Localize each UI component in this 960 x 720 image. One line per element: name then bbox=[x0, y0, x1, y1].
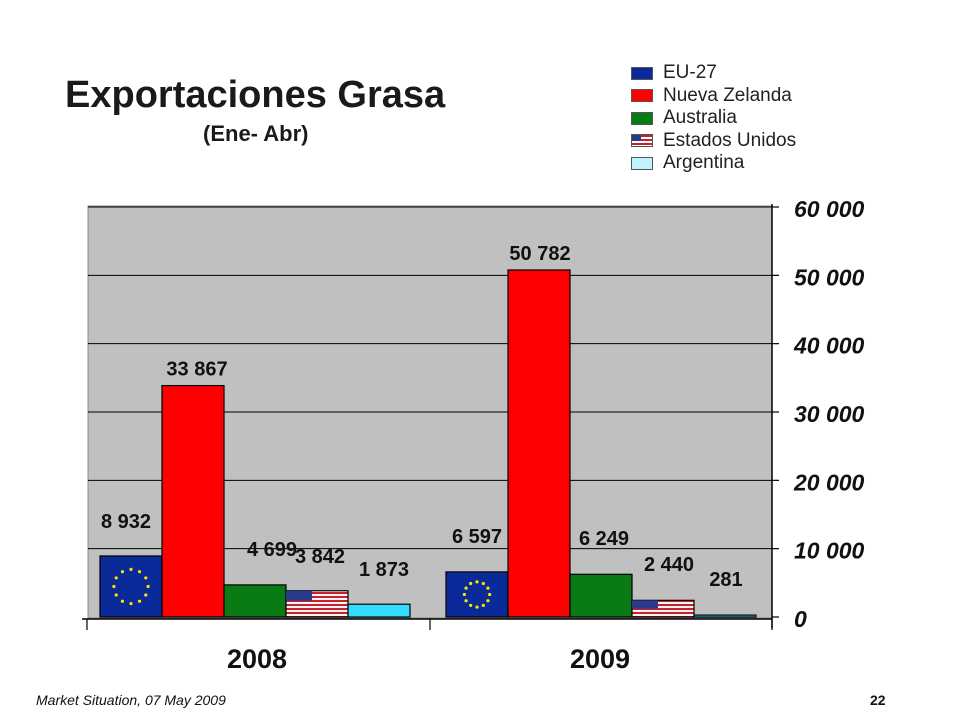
legend-item-au: Australia bbox=[631, 107, 796, 130]
data-label: 1 873 bbox=[359, 559, 409, 581]
data-label: 6 249 bbox=[579, 528, 629, 550]
gridlines bbox=[88, 206, 772, 550]
data-label: 8 932 bbox=[101, 511, 151, 533]
data-label: 3 842 bbox=[295, 546, 345, 568]
bar-argentina-2008 bbox=[347, 603, 411, 618]
bar-argentina-2009 bbox=[693, 614, 757, 618]
eu-star-icon bbox=[488, 592, 492, 597]
y-tick-label: 20 000 bbox=[793, 469, 865, 495]
chart-subtitle: (Ene- Abr) bbox=[203, 121, 309, 146]
eu-star-icon bbox=[475, 580, 479, 584]
eu-star-icon bbox=[144, 593, 148, 597]
data-label: 281 bbox=[709, 569, 742, 591]
legend-label: Argentina bbox=[663, 152, 745, 174]
eu-flag-icon bbox=[631, 66, 653, 80]
eu-star-icon bbox=[137, 570, 142, 574]
y-tick-label: 10 000 bbox=[794, 538, 865, 564]
x-category-label: 2009 bbox=[570, 644, 630, 674]
footer-text: Market Situation, 07 May 2009 bbox=[36, 692, 226, 708]
y-tick-label: 60 000 bbox=[794, 196, 865, 222]
x-category-label: 2008 bbox=[227, 644, 287, 674]
eu-star-icon bbox=[464, 599, 468, 603]
data-label: 33 867 bbox=[166, 359, 227, 381]
eu-star-icon bbox=[114, 593, 118, 597]
eu-star-icon bbox=[114, 576, 118, 580]
bars bbox=[99, 269, 757, 618]
eu-star-icon bbox=[146, 584, 150, 589]
eu-star-icon bbox=[137, 599, 142, 603]
bar-nueva-zelanda-2009 bbox=[507, 269, 571, 618]
eu-star-icon bbox=[469, 581, 473, 586]
y-tick-label: 50 000 bbox=[794, 264, 865, 290]
legend-item-us: Estados Unidos bbox=[631, 130, 796, 153]
us-canton-icon bbox=[286, 590, 313, 601]
eu-star-icon bbox=[481, 603, 485, 607]
eu-star-icon bbox=[112, 584, 116, 589]
legend-label: Australia bbox=[663, 107, 737, 129]
legend-item-ar: Argentina bbox=[631, 152, 796, 175]
data-label: 6 597 bbox=[452, 526, 502, 548]
legend-label: EU-27 bbox=[663, 62, 717, 84]
axes: 0 10 000 20 000 30 000 40 000 50 000 60 000 200… bbox=[82, 196, 865, 674]
eu-star-icon bbox=[486, 586, 490, 590]
bar-eu-27-2008 bbox=[99, 555, 163, 618]
us-canton-icon bbox=[632, 600, 659, 609]
chart-title: Exportaciones Grasa bbox=[65, 74, 446, 116]
light-blue-swatch-icon bbox=[631, 156, 653, 170]
bar-nueva-zelanda-2008 bbox=[161, 384, 225, 618]
legend-label: Nueva Zelanda bbox=[663, 84, 792, 106]
green-swatch-icon bbox=[631, 111, 653, 125]
eu-star-icon bbox=[120, 570, 125, 574]
bar-australia-2008 bbox=[223, 584, 287, 618]
eu-star-icon bbox=[120, 599, 125, 603]
y-tick-label: 40 000 bbox=[793, 333, 865, 359]
legend-label: Estados Unidos bbox=[663, 129, 797, 151]
eu-star-icon bbox=[469, 603, 473, 607]
legend-item-eu: EU-27 bbox=[631, 62, 796, 85]
eu-star-icon bbox=[475, 605, 479, 609]
eu-star-icon bbox=[464, 586, 468, 590]
data-label: 2 440 bbox=[644, 554, 694, 576]
data-label: 50 782 bbox=[509, 243, 570, 265]
eu-star-icon bbox=[129, 567, 133, 571]
legend-item-nz: Nueva Zelanda bbox=[631, 85, 796, 108]
y-tick-label: 30 000 bbox=[794, 401, 865, 427]
legend: EU-27 Nueva Zelanda Australia Estados Un… bbox=[631, 62, 796, 175]
bar-australia-2009 bbox=[569, 573, 633, 618]
page-number: 22 bbox=[870, 692, 886, 708]
eu-star-icon bbox=[144, 576, 148, 580]
eu-star-icon bbox=[462, 592, 466, 597]
eu-star-icon bbox=[486, 599, 490, 603]
bar-eu-27-2009 bbox=[445, 571, 509, 618]
data-label: 4 699 bbox=[247, 539, 297, 561]
red-swatch-icon bbox=[631, 89, 653, 103]
eu-star-icon bbox=[481, 581, 485, 586]
eu-star-icon bbox=[129, 601, 133, 606]
us-flag-icon bbox=[631, 134, 653, 148]
y-tick-label: 0 bbox=[794, 606, 807, 632]
